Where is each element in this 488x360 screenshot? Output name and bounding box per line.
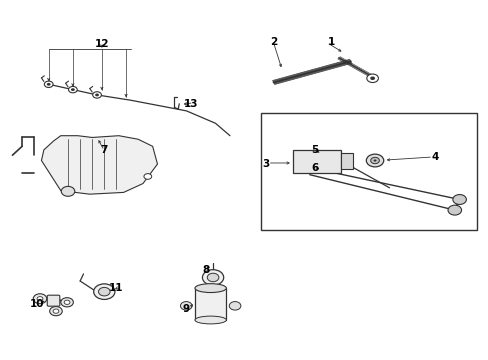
Text: 5: 5 — [310, 145, 318, 155]
Text: 13: 13 — [183, 99, 198, 109]
Circle shape — [37, 297, 43, 301]
Circle shape — [366, 74, 378, 82]
Circle shape — [47, 83, 51, 86]
Circle shape — [202, 270, 223, 285]
Circle shape — [71, 88, 75, 91]
Circle shape — [373, 159, 376, 162]
Text: 3: 3 — [262, 159, 269, 169]
Text: 11: 11 — [109, 283, 123, 293]
Circle shape — [143, 174, 151, 179]
Circle shape — [44, 81, 53, 87]
Circle shape — [369, 77, 374, 80]
Bar — [195, 288, 226, 320]
Circle shape — [98, 287, 110, 296]
Text: 8: 8 — [202, 265, 209, 275]
Text: 6: 6 — [310, 163, 318, 172]
Text: 1: 1 — [327, 37, 334, 47]
Circle shape — [229, 302, 241, 310]
Circle shape — [207, 273, 219, 282]
Ellipse shape — [195, 316, 226, 324]
Circle shape — [94, 284, 115, 300]
Ellipse shape — [195, 284, 226, 293]
Circle shape — [53, 309, 59, 313]
Circle shape — [447, 205, 461, 215]
Text: 7: 7 — [101, 145, 108, 155]
Text: 10: 10 — [29, 299, 44, 309]
Text: 2: 2 — [269, 37, 277, 47]
Circle shape — [33, 294, 47, 304]
Circle shape — [180, 302, 192, 310]
Circle shape — [61, 186, 75, 196]
Bar — [261, 113, 476, 230]
FancyBboxPatch shape — [47, 295, 60, 306]
Circle shape — [95, 94, 99, 96]
Circle shape — [93, 92, 101, 98]
Circle shape — [366, 154, 383, 167]
Text: 12: 12 — [95, 39, 109, 49]
Text: 9: 9 — [183, 304, 190, 314]
Polygon shape — [41, 136, 157, 194]
Circle shape — [68, 86, 77, 93]
Circle shape — [370, 157, 379, 164]
Bar — [292, 150, 341, 173]
Circle shape — [50, 306, 62, 316]
Bar — [341, 153, 352, 169]
Circle shape — [452, 194, 466, 204]
Circle shape — [64, 300, 70, 305]
Circle shape — [61, 298, 73, 307]
Text: 4: 4 — [431, 152, 438, 162]
